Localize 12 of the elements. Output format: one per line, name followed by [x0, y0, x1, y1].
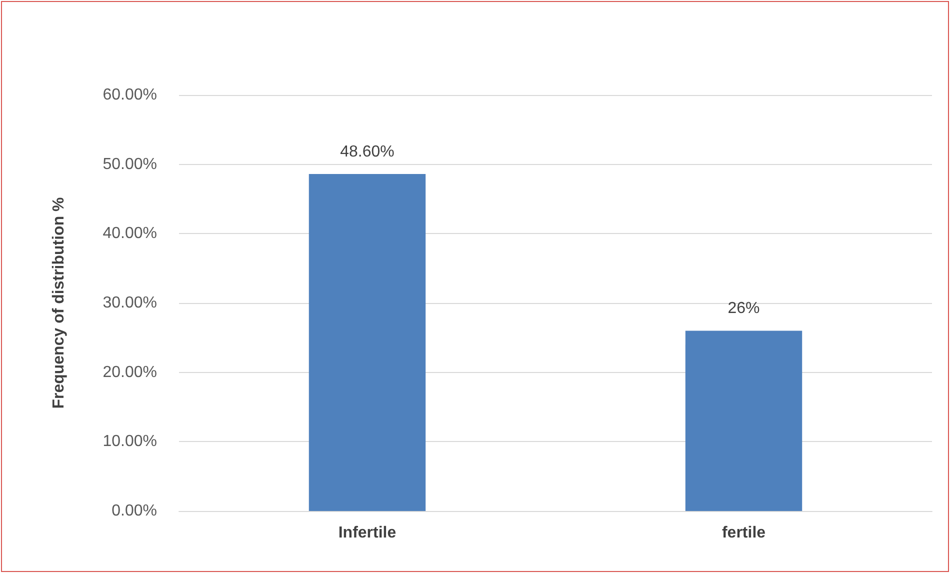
y-tick-label: 0.00%: [112, 502, 157, 520]
data-label: 26%: [728, 300, 760, 318]
y-tick-label: 10.00%: [102, 433, 157, 450]
y-tick-label: 60.00%: [102, 86, 157, 104]
y-tick-label: 30.00%: [102, 294, 157, 312]
x-tick-label: Infertile: [338, 524, 396, 542]
y-tick-label: 50.00%: [102, 156, 157, 173]
y-tick-label: 40.00%: [102, 225, 157, 242]
y-tick-label: 20.00%: [102, 364, 157, 381]
data-label: 48.60%: [340, 144, 394, 161]
y-axis-title: Frequency of distribution %: [50, 197, 68, 409]
x-tick-label: fertile: [722, 524, 766, 542]
